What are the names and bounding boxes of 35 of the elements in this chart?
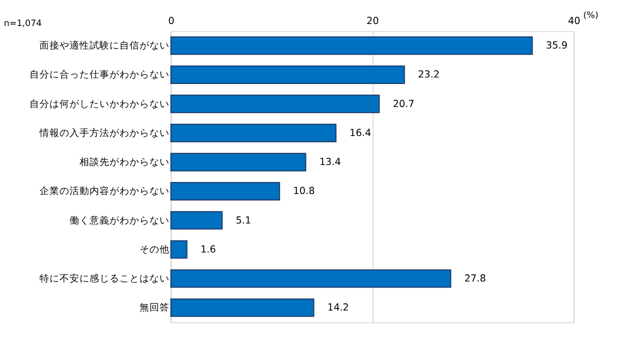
x-tick-label: 40 — [568, 16, 580, 27]
text: n=1,074 — [4, 19, 42, 30]
data-label: 35.9 — [546, 40, 568, 52]
y-tick-label: 働く意義がわからない — [69, 214, 170, 226]
y-tick-label: その他 — [139, 243, 170, 256]
x-tick-label: 0 — [168, 16, 174, 27]
bar — [170, 124, 336, 142]
bar — [170, 182, 280, 200]
x-tick-label: 20 — [366, 16, 379, 27]
y-tick-label: 特に不安に感じることはない — [39, 272, 170, 284]
y-tick-label: 面接や適性試験に自信がない — [39, 40, 170, 52]
data-label: 14.2 — [327, 302, 349, 314]
y-tick-label: 無回答 — [139, 302, 170, 314]
data-label: 5.1 — [236, 215, 252, 226]
data-label: 13.4 — [319, 157, 341, 168]
bar — [170, 298, 314, 317]
y-tick-label: 情報の入手方法がわからない — [38, 126, 170, 139]
data-label: 1.6 — [200, 244, 216, 256]
y-tick-label: 自分は何がしたいかわからない — [29, 98, 170, 110]
bar — [170, 211, 223, 230]
bar — [170, 94, 380, 114]
data-label: 27.8 — [464, 273, 486, 284]
bar — [170, 66, 405, 84]
bar — [170, 152, 306, 172]
y-tick-label: 相談先がわからない — [79, 156, 170, 168]
data-label: 20.7 — [392, 98, 414, 110]
data-label: 16.4 — [350, 128, 372, 139]
y-tick-label: 自分に合った仕事がわからない — [29, 68, 170, 81]
y-tick-label: 企業の活動内容がわからない — [39, 185, 170, 198]
data-label: 23.2 — [418, 70, 440, 81]
bar — [170, 269, 452, 288]
bar — [170, 240, 188, 259]
x-axis-title: (%) — [583, 10, 598, 21]
data-label: 10.8 — [293, 186, 315, 198]
bar — [170, 36, 533, 55]
